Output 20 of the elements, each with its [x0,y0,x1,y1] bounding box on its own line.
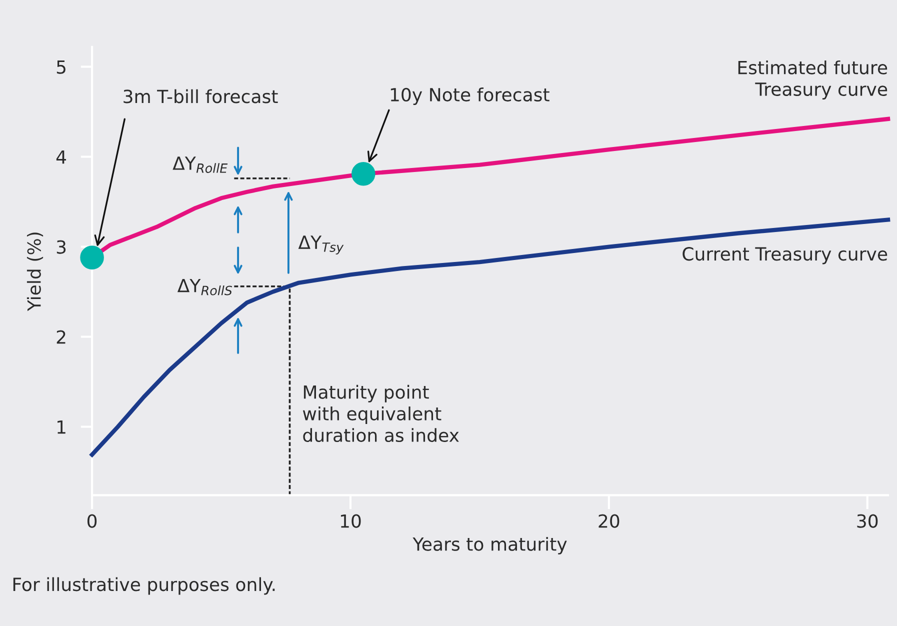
annotation: Maturity point with equivalent duration as index [302,384,459,442]
annotation: ΔY$_{Tsy}$ [298,236,344,254]
y-tick-label: 1 [58,420,66,434]
annotation: ΔY$_{RollE}$ [172,156,228,173]
series-label: Estimated future Treasury curve [738,60,888,100]
text: For illustrative purposes only. [13,577,275,595]
annotation: ΔY$_{RollS}$ [177,278,232,296]
y-tick-label: 4 [56,150,66,164]
x-tick-label: 20 [598,514,620,528]
y-tick-label: 2 [56,330,66,344]
x-axis-title: Years to maturity [412,536,567,554]
y-tick-label: 3 [56,240,66,254]
series-label: Current Treasury curve [682,247,888,264]
y-axis-title: Yield (%) [26,232,44,312]
x-tick-label: 0 [87,514,97,528]
x-tick-label: 10 [340,514,361,528]
annotation: 10y Note forecast [390,88,550,105]
annotation: 3m T-bill forecast [124,89,278,104]
x-tick-label: 30 [857,514,878,528]
y-tick-label: 5 [56,60,66,74]
